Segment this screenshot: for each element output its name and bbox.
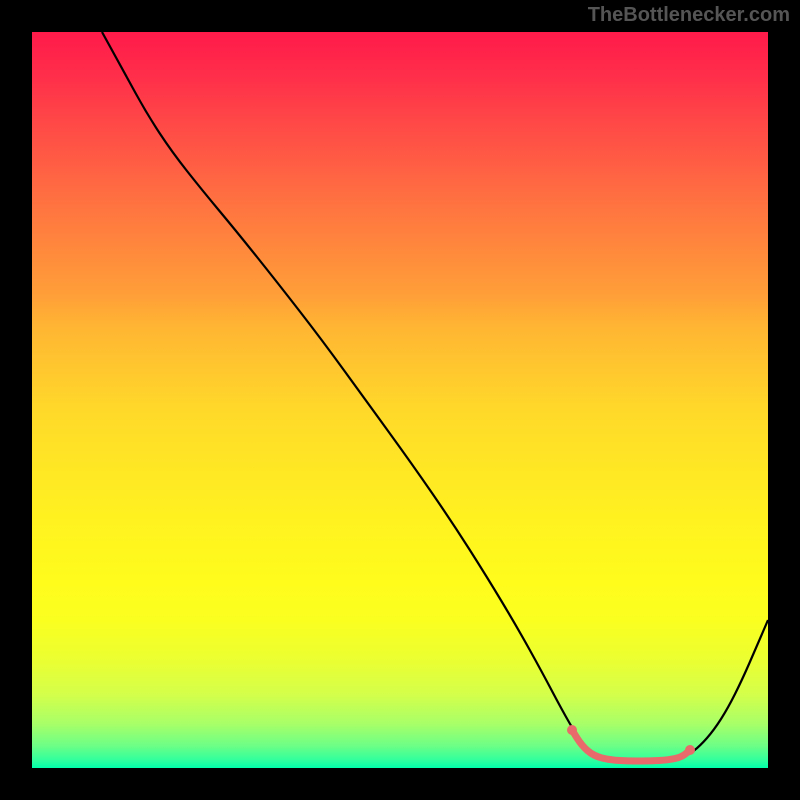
main-curve — [102, 32, 768, 761]
marker-start-dot — [567, 725, 577, 735]
marker-segment — [572, 730, 690, 761]
watermark-text: TheBottlenecker.com — [588, 4, 790, 27]
chart-svg-layer — [0, 0, 800, 800]
marker-end-dot — [685, 745, 695, 755]
